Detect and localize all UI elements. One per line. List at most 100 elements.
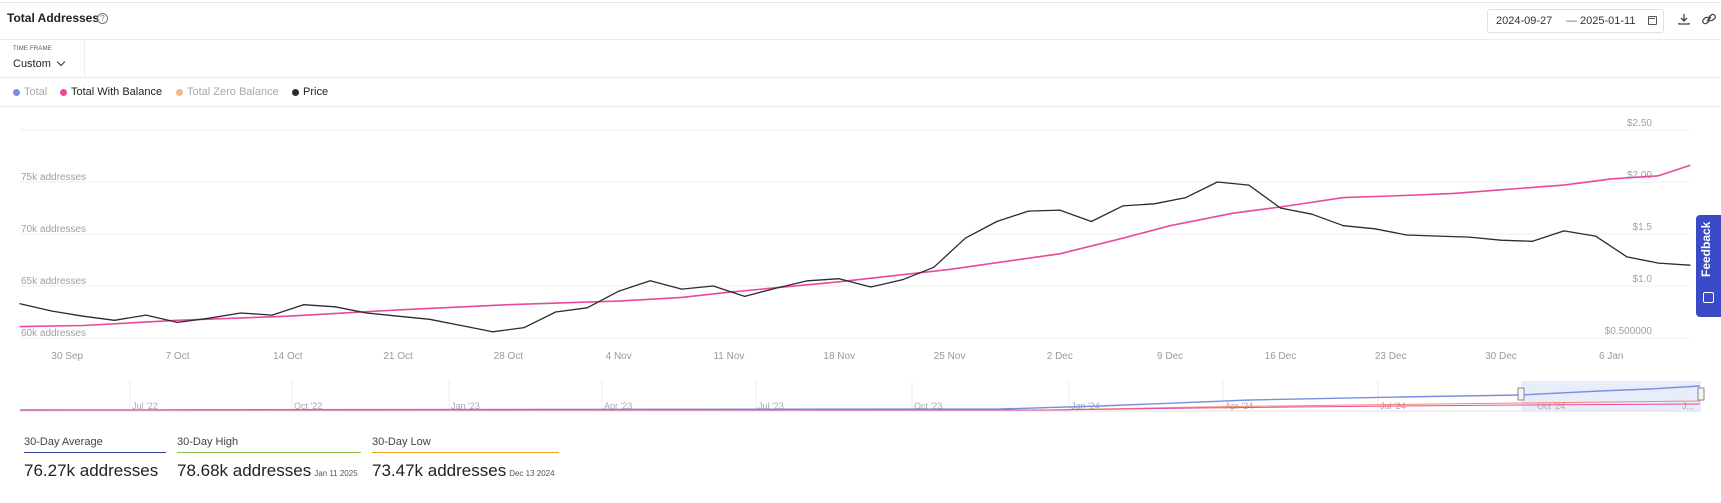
data-point-price [996,220,998,223]
x-tick-label: 30 Dec [1485,351,1517,362]
data-point-price [1468,236,1471,238]
data-point-total-with-balance [1610,178,1612,180]
navigator-label: Jul '22 [132,401,158,411]
timeframe-select[interactable]: Custom [13,58,51,70]
chart-header [0,3,1721,40]
feedback-icon [1703,292,1714,303]
data-point-total-with-balance [681,296,683,299]
legend-item-total-with-balance[interactable]: Total With Balance [60,86,162,98]
series-line-price [19,181,1691,333]
data-point-price [1027,210,1029,212]
data-point-price [1342,225,1344,227]
data-point-total-with-balance [1453,192,1455,195]
x-tick-label: 7 Oct [166,351,190,362]
download-icon[interactable] [1677,12,1691,26]
date-separator: — [1566,15,1577,27]
stat-value: 76.27k addresses [24,461,166,481]
data-point-price [366,312,368,314]
legend-label-total-with-balance: Total With Balance [71,86,163,98]
data-point-price [145,314,147,316]
navigator-label: Jul '23 [758,401,784,411]
top-divider [0,2,1721,3]
data-point-total-with-balance [19,325,21,328]
data-point-price [681,288,683,290]
help-icon[interactable]: ? [97,13,108,24]
stat-value: 78.68k addresses Jan 11 2025 [177,461,361,481]
series-line-total-with-balance [19,164,1691,328]
data-point-price [555,311,557,313]
stat-label: 30-Day Average [24,436,103,448]
data-point-price [1122,205,1124,207]
data-point-total-with-balance [1342,197,1344,199]
data-point-price [1626,256,1628,258]
data-point-price [586,307,588,309]
data-point-price [933,266,935,268]
data-point-price [1248,184,1250,186]
chart-area[interactable]: 60k addresses 65k addresses 70k addresses 7… [0,108,1721,418]
timeframe-bar [0,40,1721,78]
data-point-price [1374,228,1376,230]
navigator-label: Apr '23 [604,401,632,411]
data-point-total-with-balance [1390,195,1392,197]
feedback-button[interactable]: Feedback [1696,215,1721,317]
data-point-total-with-balance [82,324,84,327]
data-point-price [1563,230,1565,232]
data-point-price [744,295,746,297]
data-point-total-with-balance [618,300,620,302]
x-tick-label: 11 Nov [713,351,744,362]
data-point-price [1090,220,1092,223]
data-point-total-with-balance [176,319,179,321]
x-tick-label: 25 Nov [934,351,966,362]
legend-item-total[interactable]: Total [13,86,47,98]
data-point-price [1531,240,1534,242]
y-left-tick-label: 75k addresses [21,172,86,183]
data-point-price [397,315,399,317]
data-point-price [1437,235,1439,237]
data-point-price [1185,197,1187,199]
data-point-price [523,327,525,329]
x-tick-label: 16 Dec [1265,351,1297,362]
date-from: 2024-09-27 [1496,15,1553,27]
data-point-total-with-balance [1169,225,1171,227]
data-point-price [1689,264,1691,266]
data-point-price [1279,207,1281,209]
date-to: 2025-01-11 [1580,15,1636,27]
data-point-total-with-balance [1657,175,1660,177]
data-point-price [334,306,336,308]
data-point-price [50,310,53,312]
page-title: Total Addresses [7,11,100,25]
data-point-price [1405,234,1408,236]
data-point-total-with-balance [1122,237,1124,239]
legend-item-price[interactable]: Price [292,86,328,98]
navigator-label: J... [1682,401,1694,411]
x-tick-label: 30 Sep [51,351,83,362]
x-tick-label: 21 Oct [383,351,413,362]
y-right-tick-label: $0.500000 [1605,326,1653,337]
stat-label: 30-Day High [177,436,239,448]
y-left-tick-label: 65k addresses [21,276,86,287]
legend-item-total-zero-balance[interactable]: Total Zero Balance [176,86,279,98]
data-point-total-with-balance [1500,189,1502,191]
link-icon[interactable] [1701,12,1717,26]
legend-dot-price [292,88,299,96]
stat-label: 30-Day Low [372,436,431,448]
navigator-label: Jan '23 [451,401,480,411]
data-point-price [82,315,84,317]
legend-dot-total-with-balance [60,88,67,96]
data-point-price [1153,203,1155,205]
navigator-handle-left [1517,387,1525,401]
feedback-label: Feedback [1699,221,1713,277]
data-point-total-with-balance [948,268,951,270]
date-range-picker[interactable]: 2024-09-27 — 2025-01-11 [1487,9,1664,33]
stat-value: 73.47k addresses Dec 13 2024 [372,461,559,481]
data-point-price [113,319,116,321]
data-point-price [964,237,966,239]
data-point-price [618,290,620,292]
data-point-price [1216,181,1218,183]
navigator-label: Oct '22 [294,401,322,411]
x-tick-label: 28 Oct [494,351,524,362]
x-tick-label: 2 Dec [1047,351,1073,362]
navigator-selection [1521,381,1701,411]
stat-value-text: 76.27k addresses [24,461,159,480]
data-point-total-with-balance [838,281,840,283]
